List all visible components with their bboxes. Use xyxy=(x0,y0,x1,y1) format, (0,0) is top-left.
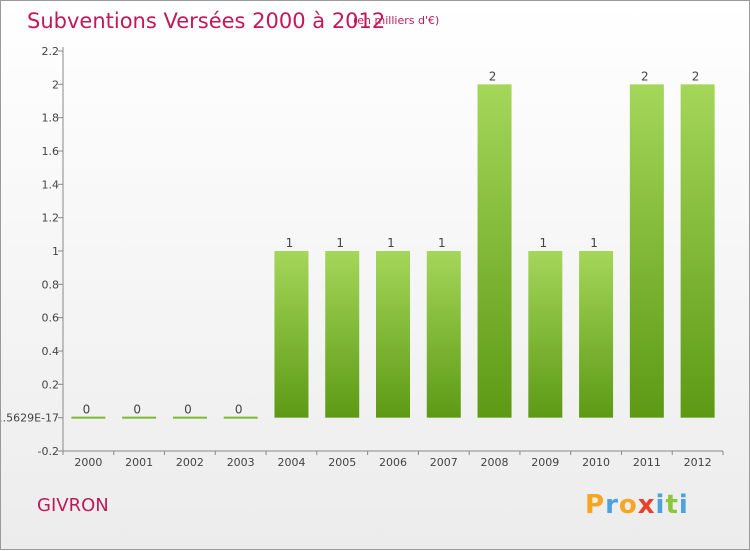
data-label: 2 xyxy=(489,69,497,83)
x-tick-label: 2004 xyxy=(277,456,305,469)
data-label: 1 xyxy=(286,236,294,250)
bar xyxy=(274,251,309,418)
y-tick-label: -0.2 xyxy=(38,445,59,458)
bar xyxy=(122,416,157,419)
x-tick-label: 2007 xyxy=(430,456,458,469)
y-tick-label: 1.8 xyxy=(42,112,60,125)
y-tick-label: 0.4 xyxy=(42,345,60,358)
x-tick-label: 2003 xyxy=(227,456,255,469)
data-labels: 0 0 0 0 1 1 1 1 2 1 1 2 2 xyxy=(83,69,700,416)
x-tick-label: 2012 xyxy=(684,456,712,469)
y-tick-label: 2.2 xyxy=(42,45,60,58)
x-tick-label: 2008 xyxy=(481,456,509,469)
y-tick-label: 1 xyxy=(52,245,59,258)
data-label: 1 xyxy=(387,236,395,250)
bar xyxy=(680,84,715,418)
data-label: 0 xyxy=(133,403,141,417)
y-tick-label: -1.5629E-17 xyxy=(1,412,59,425)
x-tick-label: 2009 xyxy=(531,456,559,469)
data-label: 1 xyxy=(438,236,446,250)
x-tick-label: 2005 xyxy=(328,456,356,469)
y-tick-label: 1.4 xyxy=(42,178,60,191)
data-label: 2 xyxy=(641,69,649,83)
data-label: 2 xyxy=(692,69,700,83)
proxiti-logo: Proxiti xyxy=(585,490,689,520)
x-tick-label: 2001 xyxy=(125,456,153,469)
bar xyxy=(172,416,207,419)
x-tick-label: 2010 xyxy=(582,456,610,469)
data-label: 0 xyxy=(235,403,243,417)
logo-letter: P xyxy=(585,490,606,520)
y-tick-label: 0.8 xyxy=(42,278,60,291)
y-tick-label: 0.6 xyxy=(42,312,60,325)
logo-letter: o xyxy=(618,490,638,520)
logo-letter: i xyxy=(655,490,666,520)
x-tick-label: 2011 xyxy=(633,456,661,469)
data-label: 0 xyxy=(184,403,192,417)
bar xyxy=(426,251,461,418)
x-tick-label: 2006 xyxy=(379,456,407,469)
bar xyxy=(325,251,360,418)
data-label: 1 xyxy=(336,236,344,250)
bar xyxy=(528,251,563,418)
y-tick-label: 1.6 xyxy=(42,145,60,158)
commune-name: GIVRON xyxy=(37,495,109,516)
chart-title: Subventions Versées 2000 à 2012 xyxy=(27,9,386,33)
logo-letter: x xyxy=(637,490,656,520)
logo-letter: i xyxy=(678,490,689,520)
y-tick-label: 2 xyxy=(52,78,59,91)
axes: -0.2 -1.5629E-17 0.2 0.4 0.6 0.8 1 1.2 1.4 1.6 1.8… xyxy=(1,45,724,469)
bar xyxy=(376,251,410,418)
x-tick-label: 2002 xyxy=(176,456,204,469)
y-tick-label: 0.2 xyxy=(42,378,60,391)
bar xyxy=(477,84,512,418)
logo-letter: r xyxy=(605,490,619,520)
bar xyxy=(223,416,258,419)
x-tick-label: 2000 xyxy=(74,456,102,469)
bar xyxy=(629,84,664,418)
bars xyxy=(71,84,715,419)
bar xyxy=(71,416,106,419)
data-label: 0 xyxy=(83,403,91,417)
data-label: 1 xyxy=(539,236,547,250)
data-label: 1 xyxy=(590,236,598,250)
chart-unit-note: (en milliers d'€) xyxy=(353,14,440,27)
bar xyxy=(579,251,614,418)
logo-letter: t xyxy=(665,490,679,520)
y-tick-label: 1.2 xyxy=(42,212,60,225)
